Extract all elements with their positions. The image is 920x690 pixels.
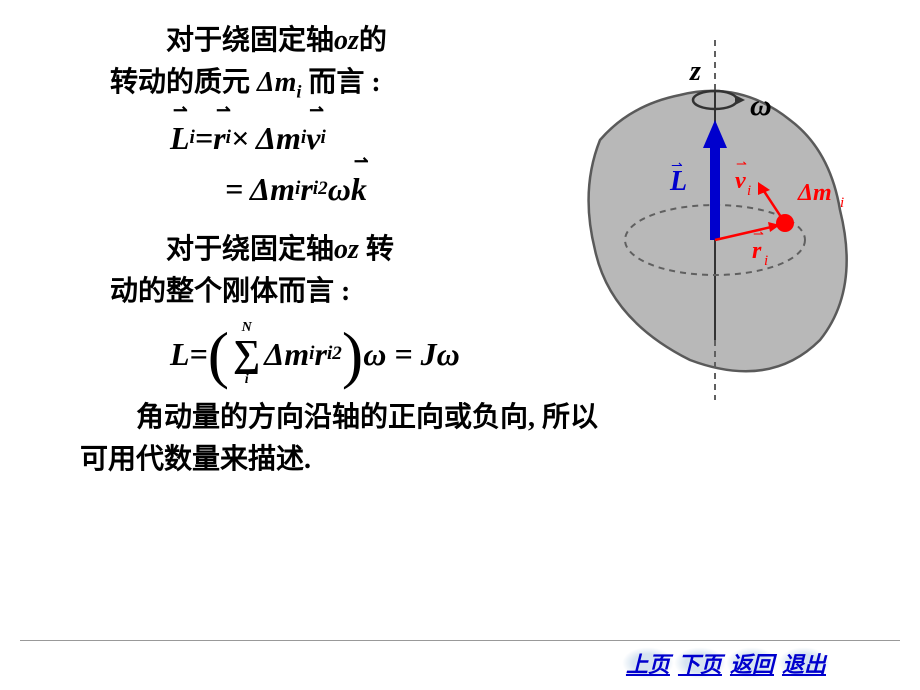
label-z: z [689, 56, 701, 87]
cross-dm: × Δ [231, 116, 276, 161]
dm: Δm [264, 332, 309, 377]
paragraph-1-line-1: 对于绕固定轴oz的 [110, 20, 530, 62]
var-m: m [276, 116, 301, 161]
paragraph-3-line-2: 可用代数量来描述. [80, 439, 860, 481]
label-r-arrow: ⇀ [753, 226, 764, 241]
vec-k: k [351, 167, 367, 212]
label-dm-sub: i [840, 195, 844, 211]
text: 而言 : [301, 67, 380, 98]
var-oz: oz [334, 234, 359, 265]
sum-block: N ∑ i [233, 321, 260, 387]
text: 的 [359, 25, 387, 56]
back-button[interactable]: 返回 [726, 647, 778, 679]
label-v: v [735, 168, 746, 194]
sum-symbol: ∑ [233, 335, 260, 373]
sup-2: 2 [332, 341, 342, 368]
paragraph-2-line-1: 对于绕固定轴oz 转 [110, 229, 530, 271]
exit-button[interactable]: 退出 [778, 647, 830, 679]
equals: = [195, 116, 213, 161]
var-r: r [314, 332, 326, 377]
text: 转 [359, 234, 394, 265]
next-button[interactable]: 下页 [674, 647, 726, 679]
paragraph-3-line-1: 角动量的方向沿轴的正向或负向, 所以 [80, 397, 860, 439]
var-dm: Δm [250, 67, 296, 98]
label-r-sub: i [764, 253, 768, 269]
nav-buttons: 上页 下页 返回 退出 [0, 641, 920, 679]
label-r: r [752, 238, 762, 264]
text: 对于绕固定轴 [166, 25, 334, 56]
omega: ω [328, 167, 351, 212]
footer: 上页 下页 返回 退出 [0, 640, 920, 690]
sum-lower: i [245, 373, 249, 387]
var-r: r [300, 167, 312, 212]
vec-r: r [213, 116, 225, 161]
text: 角动量的方向沿轴的正向或负向, 所以 [136, 402, 598, 433]
rparen: ) [342, 329, 363, 380]
text: 对于绕固定轴 [166, 234, 334, 265]
label-v-arrow: ⇀ [736, 156, 747, 171]
var-L: L [170, 332, 190, 377]
omega-J: ω = Jω [363, 332, 460, 377]
lparen: ( [208, 329, 229, 380]
label-L-arrow: ⇀ [671, 159, 683, 174]
vec-v: v [306, 116, 320, 161]
text: 动的整个刚体而言 : [110, 276, 350, 307]
sup-2: 2 [318, 176, 328, 203]
rigid-body-diagram: z ω L ⇀ v i ⇀ Δm i r i ⇀ [540, 40, 880, 380]
label-omega: ω [750, 89, 772, 122]
text: 转动的质元 [110, 67, 250, 98]
sub-i: i [320, 125, 325, 152]
prev-button[interactable]: 上页 [622, 647, 674, 679]
vec-L: L [170, 116, 190, 161]
equals: = [190, 332, 208, 377]
label-v-sub: i [747, 183, 751, 199]
var-oz: oz [334, 25, 359, 56]
text: 可用代数量来描述. [80, 444, 311, 475]
var-m: m [270, 167, 295, 212]
label-dm: Δm [797, 180, 832, 206]
eq-dm: = Δ [225, 167, 270, 212]
